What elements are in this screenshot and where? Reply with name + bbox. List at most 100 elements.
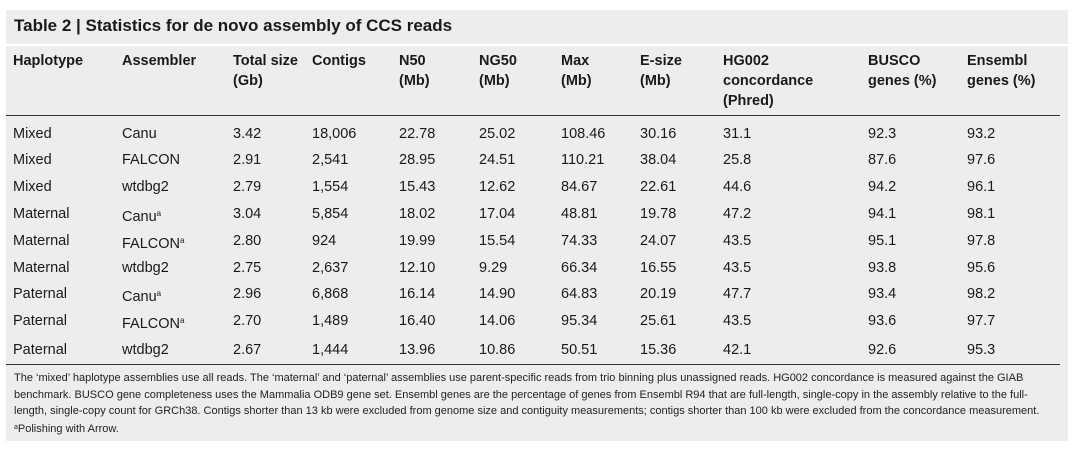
footnote-mark: a	[180, 236, 185, 245]
cell-value: 2.75	[233, 260, 262, 276]
column-header-max: Max (Mb)	[561, 51, 592, 91]
cell-value: Canu	[122, 209, 157, 225]
cell-n50: 16.14	[399, 284, 435, 304]
cell-total-size: 2.96	[233, 284, 261, 304]
cell-value: Canu	[122, 126, 157, 142]
cell-ensembl: 95.3	[967, 340, 995, 360]
cell-value: 47.2	[723, 206, 752, 222]
cell-value: 93.8	[868, 260, 897, 276]
cell-value: 43.5	[723, 260, 752, 276]
column-header-n50: N50 (Mb)	[399, 51, 430, 91]
column-header-line: concordance	[723, 73, 814, 89]
cell-value: 22.61	[640, 179, 677, 195]
cell-e-size: 20.19	[640, 284, 676, 304]
cell-value: Paternal	[13, 342, 68, 358]
cell-assembler: Canu	[122, 124, 157, 144]
cell-value: 110.21	[561, 152, 605, 168]
cell-busco: 95.1	[868, 231, 896, 251]
cell-e-size: 38.04	[640, 150, 676, 170]
cell-ng50: 15.54	[479, 231, 515, 251]
cell-value: 97.7	[967, 313, 996, 329]
table-row: Maternal wtdbg2 2.75 2,637 12.10 9.29 66.34 16.…	[6, 258, 1068, 278]
cell-value: Mixed	[13, 126, 52, 142]
cell-value: 18.02	[399, 206, 436, 222]
cell-value: 2.80	[233, 233, 262, 249]
cell-contigs: 18,006	[312, 124, 356, 144]
cell-value: wtdbg2	[122, 260, 169, 276]
cell-assembler: FALCONa	[122, 231, 184, 254]
cell-total-size: 2.91	[233, 150, 261, 170]
cell-value: 15.36	[640, 342, 677, 358]
column-header-total-size: Total size (Gb)	[233, 51, 298, 91]
cell-e-size: 30.16	[640, 124, 676, 144]
cell-contigs: 924	[312, 231, 336, 251]
cell-value: 108.46	[561, 126, 606, 142]
column-header-line: BUSCO	[868, 53, 921, 69]
cell-contigs: 1,444	[312, 340, 348, 360]
cell-value: 25.8	[723, 152, 752, 168]
cell-value: 19.99	[399, 233, 436, 249]
cell-value: 25.61	[640, 313, 677, 329]
cell-hg002: 43.5	[723, 231, 751, 251]
cell-value: 30.16	[640, 126, 677, 142]
table-container: Table 2 | Statistics for de novo assembl…	[6, 10, 1068, 441]
cell-value: 1,554	[312, 179, 349, 195]
cell-haplotype: Mixed	[13, 150, 52, 170]
cell-max: 64.83	[561, 284, 597, 304]
cell-value: Paternal	[13, 286, 68, 302]
cell-value: 48.81	[561, 206, 598, 222]
cell-max: 108.46	[561, 124, 605, 144]
cell-assembler: Canua	[122, 284, 161, 307]
cell-value: 74.33	[561, 233, 598, 249]
cell-value: 98.1	[967, 206, 996, 222]
cell-value: 2.67	[233, 342, 262, 358]
cell-haplotype: Maternal	[13, 258, 69, 278]
cell-value: 93.6	[868, 313, 897, 329]
cell-value: 2.70	[233, 313, 262, 329]
cell-busco: 92.6	[868, 340, 896, 360]
cell-haplotype: Maternal	[13, 231, 69, 251]
cell-assembler: wtdbg2	[122, 340, 169, 360]
table-row: Paternal wtdbg2 2.67 1,444 13.96 10.86 50.51 15…	[6, 340, 1068, 360]
cell-value: 2,637	[312, 260, 349, 276]
cell-value: Canu	[122, 289, 157, 305]
cell-value: 16.55	[640, 260, 677, 276]
cell-value: 25.02	[479, 126, 516, 142]
cell-ng50: 17.04	[479, 204, 515, 224]
cell-haplotype: Mixed	[13, 124, 52, 144]
cell-busco: 92.3	[868, 124, 896, 144]
cell-hg002: 43.5	[723, 311, 751, 331]
cell-ensembl: 97.7	[967, 311, 995, 331]
cell-value: 31.1	[723, 126, 752, 142]
cell-busco: 93.4	[868, 284, 896, 304]
cell-max: 110.21	[561, 150, 604, 170]
column-header-contigs: Contigs	[312, 51, 366, 71]
table-row: Maternal Canua 3.04 5,854 18.02 17.04 48.81 19.…	[6, 204, 1068, 225]
cell-value: 95.34	[561, 313, 598, 329]
cell-value: 2,541	[312, 152, 349, 168]
cell-value: 3.04	[233, 206, 262, 222]
cell-max: 84.67	[561, 177, 597, 197]
cell-hg002: 47.2	[723, 204, 751, 224]
cell-hg002: 44.6	[723, 177, 751, 197]
cell-total-size: 2.70	[233, 311, 261, 331]
cell-value: 28.95	[399, 152, 436, 168]
table-row: Maternal FALCONa 2.80 924 19.99 15.54 74.33 24.…	[6, 231, 1068, 254]
cell-value: 97.6	[967, 152, 996, 168]
footnote-mark: a	[156, 289, 162, 298]
cell-assembler: FALCON	[122, 150, 180, 170]
column-header-line: (Mb)	[640, 73, 671, 89]
cell-value: 95.6	[967, 260, 996, 276]
cell-hg002: 42.1	[723, 340, 751, 360]
cell-value: 22.78	[399, 126, 436, 142]
cell-value: Mixed	[13, 179, 52, 195]
cell-value: 93.2	[967, 126, 996, 142]
cell-value: 14.90	[479, 286, 516, 302]
cell-value: 12.10	[399, 260, 436, 276]
cell-busco: 93.6	[868, 311, 896, 331]
cell-value: 95.1	[868, 233, 897, 249]
column-header-line: (Mb)	[561, 73, 592, 89]
cell-assembler: wtdbg2	[122, 177, 169, 197]
column-header-ng50: NG50 (Mb)	[479, 51, 517, 91]
cell-ng50: 14.90	[479, 284, 515, 304]
